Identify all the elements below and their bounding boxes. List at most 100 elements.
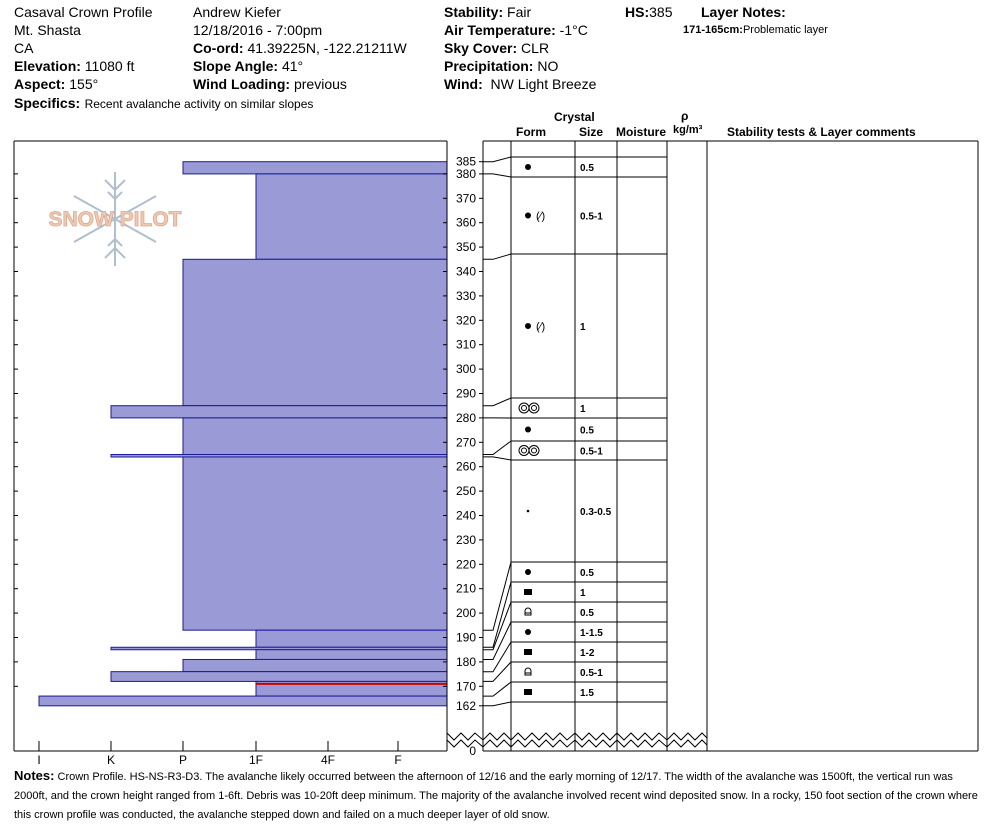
depth-label-340: 340 (456, 265, 476, 279)
grain-size: 0.5 (580, 608, 594, 619)
rho-header: ρ (681, 109, 689, 123)
depth-hoar-icon (524, 607, 532, 616)
hardness-bar-0 (182, 161, 448, 175)
depth-label-170: 170 (456, 679, 476, 693)
hardness-bar-13 (38, 695, 448, 707)
grain-size: 0.5 (580, 426, 594, 437)
density-header: kg/m³ (673, 124, 703, 136)
layer-connector (483, 581, 512, 648)
layer-connector (483, 253, 512, 260)
stability-tests-header: Stability tests & Layer comments (727, 125, 916, 139)
depth-label-210: 210 (456, 582, 476, 596)
hardness-bar-11 (110, 671, 448, 682)
small-grain-icon (526, 509, 530, 513)
slope-label: Slope Angle: (193, 58, 279, 74)
depth-label-310: 310 (456, 338, 476, 352)
hardness-bar-4 (182, 417, 448, 455)
layer-row-7: 0.5 (525, 568, 594, 579)
wind-loading-value: previous (293, 76, 347, 92)
grain-size: 1 (580, 322, 586, 333)
depth-label-0: 0 (469, 744, 476, 758)
notes-label: Notes: (14, 768, 55, 783)
rounded-grain-icon (525, 629, 531, 635)
layer-row-13: 1.5 (524, 688, 594, 699)
grain-size: 1 (580, 404, 586, 415)
layer-connector (483, 661, 512, 682)
specifics-value: Recent avalanche activity on similar slo… (84, 97, 314, 111)
hardness-label-I: I (37, 753, 40, 767)
grain-size: 1 (580, 588, 586, 599)
hardness-label-P: P (179, 753, 187, 767)
faceted-grain-icon (524, 589, 532, 595)
grain-size: 1-2 (580, 648, 595, 659)
layer-row-8: 1 (524, 588, 586, 599)
rounded-grain-icon (525, 569, 531, 575)
svg-text:(⁄): (⁄) (536, 321, 545, 333)
specifics-label: Specifics: (14, 95, 81, 111)
hardness-bar-3 (110, 405, 448, 419)
depth-label-190: 190 (456, 631, 476, 645)
layer-row-0: 0.5 (525, 163, 594, 174)
slope-value: 41° (281, 58, 304, 74)
precip-value: NO (537, 58, 559, 74)
depth-label-260: 260 (456, 460, 476, 474)
layer-connector (483, 440, 512, 455)
layer-connector (483, 397, 512, 407)
state: CA (14, 40, 34, 56)
decomposing-grain-icon: (⁄) (525, 321, 545, 333)
svg-text:(⁄): (⁄) (536, 211, 545, 223)
crystal-header: Crystal (554, 110, 595, 124)
aspect-value: 155° (69, 76, 99, 92)
hardness-bar-10 (182, 658, 448, 673)
stability: Stability: Fair (444, 4, 531, 20)
layer-row-12: 0.5-1 (524, 667, 603, 679)
snowflake-icon (73, 172, 157, 266)
layer-connector (483, 701, 512, 707)
aspect: Aspect: 155° (14, 76, 98, 92)
grain-size: 0.5 (580, 568, 594, 579)
layer-connector (483, 561, 512, 631)
depth-label-385: 385 (456, 155, 476, 169)
depth-label-320: 320 (456, 313, 476, 327)
hardness-label-F: F (394, 753, 401, 767)
layer-row-10: 1-1.5 (525, 628, 603, 639)
form-header: Form (516, 125, 546, 139)
depth-label-230: 230 (456, 533, 476, 547)
wind: Wind: NW Light Breeze (444, 76, 596, 92)
faceted-grain-icon (524, 689, 532, 695)
hs-value: 385 (649, 4, 673, 20)
wind-loading-label: Wind Loading: (193, 76, 291, 92)
grain-size: 0.5-1 (580, 212, 603, 223)
depth-label-350: 350 (456, 240, 476, 254)
grain-size: 0.3-0.5 (580, 507, 612, 518)
coordinates: Co-ord: 41.39225N, -122.21211W (193, 40, 407, 56)
hardness-label-4F: 4F (321, 753, 335, 767)
grain-size: 0.5-1 (580, 447, 603, 458)
grain-size: 1.5 (580, 688, 594, 699)
hardness-bar-6 (182, 456, 448, 631)
layer-row-1: (⁄) 0.5-1 (525, 211, 603, 223)
depth-label-300: 300 (456, 362, 476, 376)
layer-row-5: 0.5-1 (518, 445, 603, 458)
depth-label-360: 360 (456, 216, 476, 230)
profile-name: Casaval Crown Profile (14, 4, 153, 20)
hardness-bar-1 (255, 173, 448, 260)
layer-connector (483, 456, 512, 461)
hardness-bar-9 (255, 649, 448, 660)
air-temp-value: -1°C (559, 22, 588, 38)
datetime: 12/18/2016 - 7:00pm (193, 22, 323, 38)
moisture-header: Moisture (616, 125, 667, 139)
depth-label-270: 270 (456, 435, 476, 449)
layer-note-text: Problematic layer (742, 24, 828, 36)
stability-label: Stability: (444, 4, 504, 20)
depth-label-280: 280 (456, 411, 476, 425)
precipitation: Precipitation: NO (444, 58, 558, 74)
coord-value: 41.39225N, -122.21211W (247, 40, 407, 56)
hs-label: HS: (625, 4, 650, 20)
melt-freeze-grain-icon (518, 445, 540, 456)
depth-label-380: 380 (456, 167, 476, 181)
coord-label: Co-ord: (193, 40, 244, 56)
notes-text: Crown Profile. HS-NS-R3-D3. The avalanch… (14, 771, 978, 821)
faceted-grain-icon (524, 649, 532, 655)
